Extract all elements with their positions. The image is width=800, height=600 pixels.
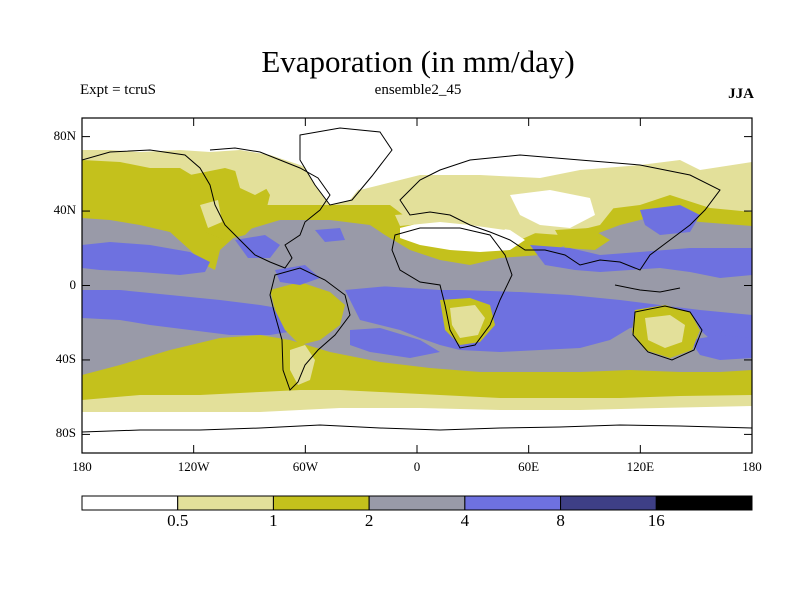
colorbar-bin	[655, 495, 753, 511]
ensemble-label: ensemble2_45	[374, 82, 462, 98]
field-equatorial	[380, 272, 630, 292]
field-south-atlantic	[350, 328, 440, 358]
field-sam-light	[290, 345, 315, 385]
coast-indonesia	[614, 284, 681, 293]
experiment-label: Expt = tcruS	[80, 82, 156, 98]
field-atlantic-blob	[315, 228, 345, 242]
field-bay-bengal	[530, 245, 752, 278]
coast-greenland	[299, 127, 393, 206]
map-title: Evaporation (in mm/day)	[261, 44, 575, 79]
lon-tick-label: 180	[72, 459, 92, 474]
colorbar-bin	[368, 495, 466, 511]
season-label: JJA	[728, 86, 754, 102]
field-na-dry	[235, 170, 268, 195]
colorbar-bin	[464, 495, 562, 511]
field-sam-dry	[270, 282, 345, 345]
colorbar-label: 2	[364, 511, 374, 530]
colorbar-label: 0.5	[167, 511, 189, 530]
lon-tick-label: 60W	[292, 459, 318, 474]
lat-tick-label: 0	[69, 276, 77, 292]
field-gulf	[235, 235, 280, 258]
lat-tick-label: 80S	[55, 425, 76, 441]
colorbar	[81, 495, 753, 511]
field-sahara	[400, 218, 525, 252]
tick-marks	[81, 118, 753, 453]
field-north-dry	[82, 118, 752, 190]
lon-tick-label: 180	[742, 459, 762, 474]
coast-south-america	[269, 267, 351, 391]
colorbar-bin	[560, 495, 657, 511]
coast-australia	[632, 305, 703, 361]
lon-tick-label: 60E	[518, 459, 540, 474]
colorbar-bin	[177, 495, 274, 511]
colorbar-label: 4	[460, 511, 470, 530]
colorbar-label: 8	[556, 511, 565, 530]
field-greenland	[300, 128, 390, 205]
coast-africa	[391, 227, 513, 349]
field-tibet	[555, 228, 610, 250]
colorbar-label: 16	[647, 511, 665, 530]
field-saf-dry	[450, 305, 485, 338]
lat-tick-label: 80N	[53, 127, 76, 143]
coast-eurasia	[399, 154, 721, 271]
field-south-pacific	[82, 290, 310, 335]
field-south-pacific-east	[690, 335, 752, 360]
field-west-pacific	[640, 205, 700, 235]
colorbar-bin	[81, 495, 179, 511]
lon-tick-label: 0	[413, 459, 421, 474]
colorbar-bin	[272, 495, 370, 511]
lat-tick-label: 40S	[55, 350, 76, 366]
field-sam-wet	[275, 265, 320, 285]
field-sahara-edge	[395, 212, 505, 230]
coast-antarctica	[82, 424, 752, 433]
lon-tick-label: 120W	[177, 459, 210, 474]
colorbar-label: 1	[269, 511, 278, 530]
field-aus-dry	[645, 315, 685, 348]
lat-tick-label: 40N	[53, 202, 76, 218]
coast-north-america	[82, 147, 331, 269]
field-north-pacific	[82, 242, 210, 275]
coastlines	[82, 127, 752, 433]
field-gobi	[510, 190, 595, 228]
lon-tick-label: 120E	[626, 459, 655, 474]
